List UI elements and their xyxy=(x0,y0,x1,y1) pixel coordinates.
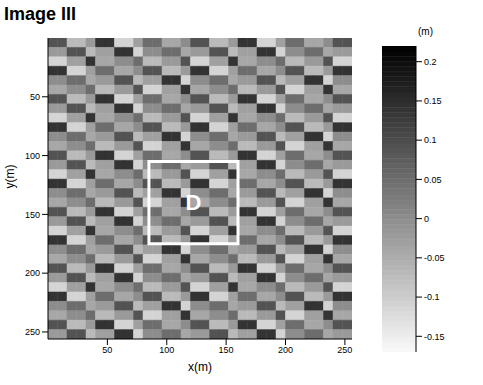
svg-text:200: 200 xyxy=(25,268,40,278)
svg-text:200: 200 xyxy=(278,345,293,355)
svg-text:50: 50 xyxy=(102,345,112,355)
svg-text:100: 100 xyxy=(159,345,174,355)
svg-text:50: 50 xyxy=(30,92,40,102)
svg-text:-0.1: -0.1 xyxy=(424,292,440,302)
svg-text:-0.15: -0.15 xyxy=(424,332,445,342)
svg-text:100: 100 xyxy=(25,151,40,161)
svg-text:y(m): y(m) xyxy=(3,165,17,189)
svg-text:150: 150 xyxy=(219,345,234,355)
svg-text:D: D xyxy=(186,190,202,215)
html-text:(m): (m) xyxy=(418,26,433,37)
svg-text:250: 250 xyxy=(25,327,40,337)
svg-text:150: 150 xyxy=(25,210,40,220)
svg-text:x(m): x(m) xyxy=(188,360,212,374)
svg-text:0.15: 0.15 xyxy=(424,96,442,106)
svg-text:0.1: 0.1 xyxy=(424,135,437,145)
svg-text:0: 0 xyxy=(424,214,429,224)
svg-text:-0.05: -0.05 xyxy=(424,253,445,263)
svg-text:250: 250 xyxy=(337,345,352,355)
html-text:Image III: Image III xyxy=(4,4,76,24)
svg-text:0.05: 0.05 xyxy=(424,175,442,185)
svg-text:0.2: 0.2 xyxy=(424,57,437,67)
